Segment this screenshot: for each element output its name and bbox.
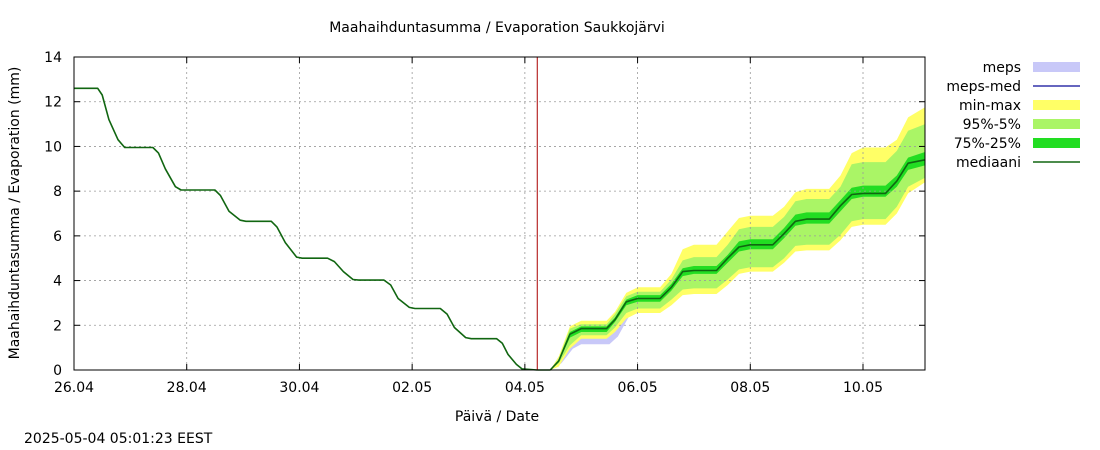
y-tick-label: 0 <box>53 363 62 379</box>
y-tick-label: 4 <box>53 274 62 290</box>
chart-title: Maahaihduntasumma / Evaporation Saukkojä… <box>329 20 665 36</box>
axes-layer: 0 2 4 6 8 10 12 14 26.04 28.04 30.04 02.05 04.05 06.0… <box>44 50 925 396</box>
legend-swatch-3 <box>1033 119 1080 129</box>
x-tick-label: 28.04 <box>167 380 207 396</box>
legend-label-0: meps <box>983 60 1021 76</box>
legend-label-2: min-max <box>959 98 1021 114</box>
y-tick-label: 6 <box>53 229 62 245</box>
x-tick-label: 04.05 <box>505 380 545 396</box>
y-tick-label: 8 <box>53 184 62 200</box>
series-line-observed <box>74 87 538 371</box>
legend-swatch-2 <box>1033 100 1080 110</box>
legend-swatch-4 <box>1033 138 1080 148</box>
plot-frame <box>73 56 926 371</box>
legend-label-1: meps-med <box>946 79 1021 95</box>
y-tick-label: 12 <box>44 95 62 111</box>
legend-swatch-0 <box>1033 62 1080 72</box>
legend-label-5: mediaani <box>956 155 1021 171</box>
x-tick-label: 08.05 <box>730 380 770 396</box>
y-tick-label: 14 <box>44 50 62 66</box>
x-tick-label: 10.05 <box>843 380 883 396</box>
y-tick-label: 2 <box>53 318 62 334</box>
x-tick-label: 26.04 <box>54 380 94 396</box>
bands-layer <box>537 107 925 371</box>
y-axis-label: Maahaihduntasumma / Evaporation (mm) <box>7 67 23 360</box>
x-tick-label: 30.04 <box>279 380 319 396</box>
series-line-mediaani <box>537 159 926 371</box>
timestamp: 2025-05-04 05:01:23 EEST <box>24 431 213 447</box>
x-axis-label: Päivä / Date <box>455 409 539 425</box>
x-tick-label: 02.05 <box>392 380 432 396</box>
band-95-5- <box>537 124 925 370</box>
legend-label-4: 75%-25% <box>954 136 1021 152</box>
lines-layer <box>74 57 926 371</box>
legend-label-3: 95%-5% <box>963 117 1021 133</box>
legend: meps meps-med min-max 95%-5% 75%-25% mediaani <box>946 60 1080 171</box>
x-tick-label: 06.05 <box>618 380 658 396</box>
y-tick-label: 10 <box>44 139 62 155</box>
